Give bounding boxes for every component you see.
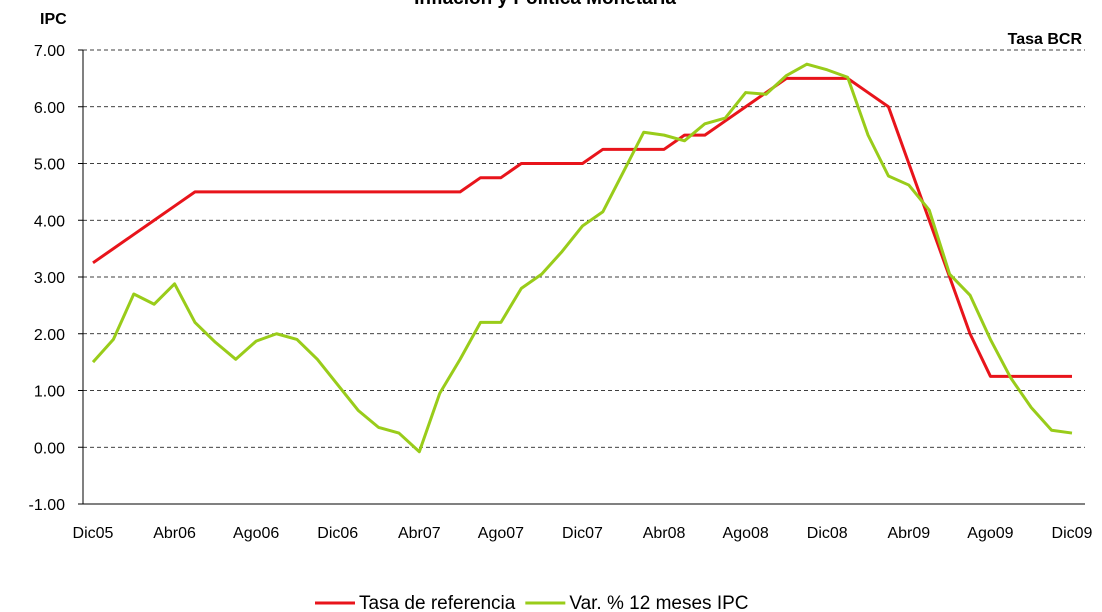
y-tick-label: 2.00 <box>34 327 65 344</box>
x-tick-label: Abr06 <box>153 525 196 542</box>
x-tick-label: Dic06 <box>317 525 358 542</box>
series-line <box>92 76 1072 378</box>
legend-label: Tasa de referencia <box>359 593 516 612</box>
y-tick-label: 3.00 <box>34 270 65 287</box>
y-tick-label: 4.00 <box>34 213 65 230</box>
y-tick-label: -1.00 <box>29 497 66 514</box>
x-tick-label: Abr09 <box>887 525 930 542</box>
x-tick-label: Ago06 <box>233 525 279 542</box>
x-tick-label: Ago08 <box>723 525 769 542</box>
series-line <box>91 62 1073 454</box>
x-tick-label: Ago07 <box>478 525 524 542</box>
x-tick-label: Abr08 <box>643 525 686 542</box>
chart-title: Inflación y Política Monetaria <box>414 0 676 9</box>
y-tick-label: 0.00 <box>34 440 65 457</box>
x-tick-label: Dic09 <box>1052 525 1093 542</box>
y-tick-label: 5.00 <box>34 157 65 174</box>
y-tick-label: 6.00 <box>34 100 65 117</box>
x-tick-label: Dic05 <box>73 525 114 542</box>
x-tick-label: Ago09 <box>967 525 1013 542</box>
x-tick-label: Abr07 <box>398 525 441 542</box>
y-tick-label: 1.00 <box>34 384 65 401</box>
x-tick-label: Dic07 <box>562 525 603 542</box>
legend-label: Var. % 12 meses IPC <box>569 593 748 612</box>
y2-axis-label: Tasa BCR <box>1008 31 1083 48</box>
y-tick-label: 7.00 <box>34 43 65 60</box>
y-axis-label: IPC <box>40 11 67 28</box>
x-tick-label: Dic08 <box>807 525 848 542</box>
